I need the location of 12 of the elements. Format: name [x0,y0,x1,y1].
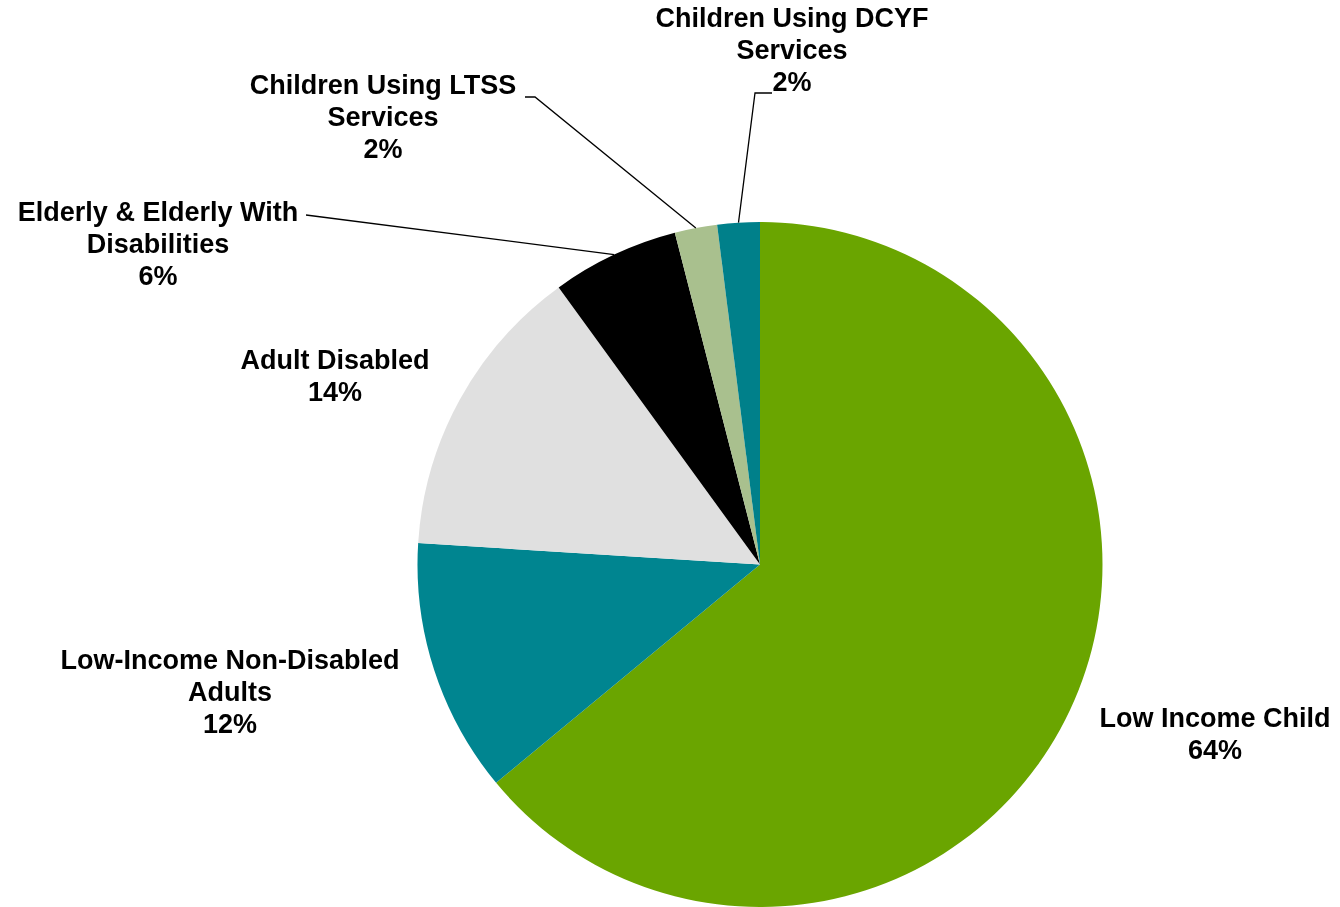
data-label: 12% [202,708,258,739]
data-label: 2% [363,133,403,164]
data-label: 14% [307,376,363,407]
data-label: 2% [772,66,812,97]
slice-label: Children Using DCYF Services [655,2,929,65]
slice-label: Adult Disabled [240,344,430,375]
slice-label: Low-Income Non-Disabled Adults [60,644,400,707]
slice-label: Low Income Child [1099,702,1331,733]
slice-label: Children Using LTSS Services [249,69,517,132]
data-label: 6% [138,260,178,291]
data-label: 64% [1187,734,1243,765]
slice-label: Elderly & Elderly With Disabilities [17,196,299,259]
